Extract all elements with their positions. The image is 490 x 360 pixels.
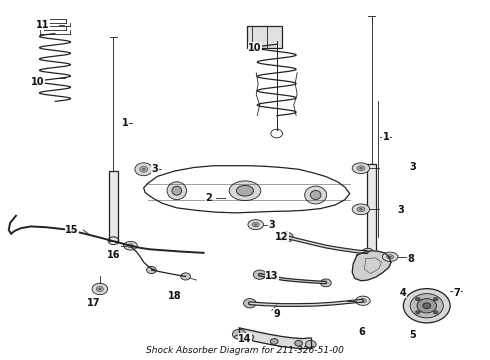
Ellipse shape (97, 287, 103, 292)
Circle shape (416, 311, 420, 314)
Text: 2: 2 (205, 193, 212, 203)
Text: 6: 6 (359, 327, 366, 337)
Ellipse shape (357, 166, 365, 171)
Ellipse shape (229, 181, 261, 201)
FancyBboxPatch shape (368, 164, 376, 255)
Text: 1: 1 (383, 132, 390, 142)
Ellipse shape (387, 255, 393, 259)
Ellipse shape (356, 296, 370, 305)
Text: 12: 12 (275, 232, 288, 242)
Ellipse shape (310, 190, 321, 199)
Text: 10: 10 (248, 43, 262, 53)
Ellipse shape (167, 182, 187, 200)
Polygon shape (352, 251, 391, 281)
Circle shape (305, 341, 316, 348)
Ellipse shape (140, 166, 147, 172)
Ellipse shape (98, 288, 101, 290)
Ellipse shape (135, 163, 152, 176)
Circle shape (416, 297, 420, 301)
Circle shape (423, 303, 431, 309)
Circle shape (357, 297, 368, 305)
Ellipse shape (246, 334, 254, 340)
Text: 17: 17 (87, 298, 101, 308)
Ellipse shape (382, 252, 398, 261)
Text: 5: 5 (410, 330, 416, 341)
Text: 14: 14 (238, 334, 252, 344)
Text: 18: 18 (168, 291, 181, 301)
Text: 3: 3 (397, 205, 404, 215)
Ellipse shape (305, 186, 327, 204)
Text: 9: 9 (273, 309, 280, 319)
Circle shape (410, 294, 443, 318)
Circle shape (417, 298, 437, 313)
Circle shape (147, 266, 156, 274)
Circle shape (433, 311, 438, 314)
Circle shape (181, 273, 191, 280)
Ellipse shape (270, 339, 278, 344)
Text: 7: 7 (454, 288, 460, 297)
Ellipse shape (252, 222, 259, 227)
Text: 8: 8 (407, 253, 414, 264)
Circle shape (232, 329, 246, 339)
Text: 10: 10 (31, 77, 45, 87)
Circle shape (253, 270, 266, 279)
Ellipse shape (294, 341, 302, 346)
Text: 16: 16 (107, 250, 120, 260)
Polygon shape (239, 328, 311, 348)
Ellipse shape (352, 163, 370, 174)
Text: 3: 3 (151, 164, 158, 174)
FancyBboxPatch shape (247, 26, 282, 48)
FancyBboxPatch shape (109, 171, 118, 241)
Ellipse shape (254, 224, 257, 225)
Ellipse shape (360, 299, 366, 303)
Circle shape (320, 279, 331, 287)
Text: 13: 13 (265, 271, 278, 282)
Ellipse shape (237, 185, 253, 196)
Text: Shock Absorber Diagram for 211-326-51-00: Shock Absorber Diagram for 211-326-51-00 (146, 346, 344, 355)
Circle shape (403, 289, 450, 323)
Text: 1: 1 (122, 118, 129, 128)
Ellipse shape (352, 204, 370, 215)
Text: 4: 4 (400, 288, 407, 297)
Text: 15: 15 (65, 225, 79, 235)
Ellipse shape (129, 245, 131, 246)
Circle shape (362, 248, 374, 257)
Ellipse shape (172, 186, 182, 195)
Circle shape (280, 232, 293, 242)
Ellipse shape (127, 244, 134, 248)
Text: 11: 11 (36, 19, 49, 30)
Ellipse shape (142, 168, 145, 170)
Circle shape (244, 298, 256, 308)
Ellipse shape (248, 220, 264, 230)
Ellipse shape (92, 283, 108, 295)
Text: 3: 3 (410, 162, 416, 172)
Ellipse shape (389, 256, 392, 257)
Ellipse shape (357, 207, 365, 212)
Circle shape (433, 297, 438, 301)
Text: 3: 3 (269, 220, 275, 230)
Ellipse shape (360, 167, 362, 169)
Ellipse shape (360, 208, 362, 210)
Ellipse shape (123, 242, 137, 250)
Ellipse shape (362, 300, 364, 301)
